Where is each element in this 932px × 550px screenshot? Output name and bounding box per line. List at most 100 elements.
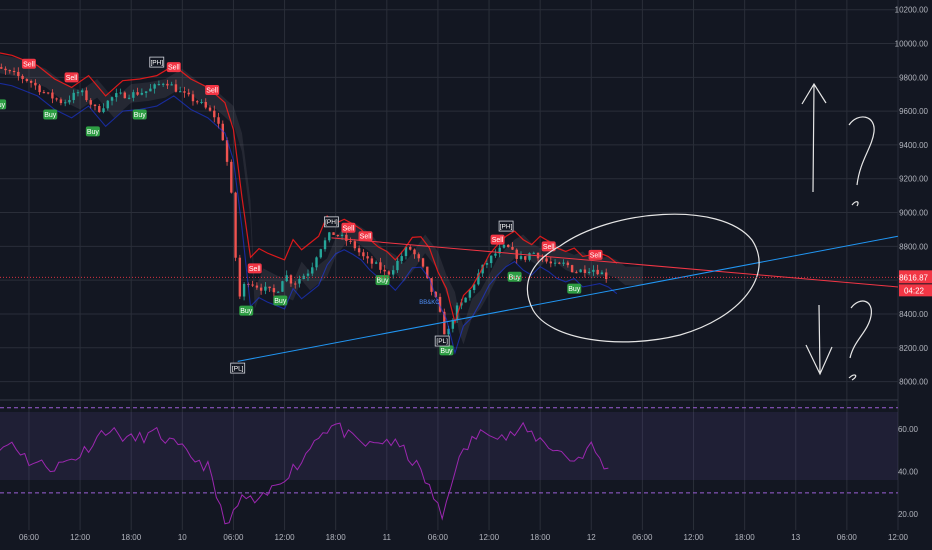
time-tick-label: 12:00 [70, 533, 91, 542]
pivot-marker: [PH] [149, 56, 165, 68]
candle-body [213, 110, 216, 118]
candle-body [357, 248, 361, 253]
candle-body [85, 90, 88, 101]
candle-body [46, 92, 50, 94]
candle-body [191, 94, 195, 102]
time-tick-label: 12:00 [888, 533, 909, 542]
candle-body [72, 92, 75, 101]
candle-body [340, 234, 344, 236]
candle-body [583, 269, 587, 273]
annotation-text: BB&KC [419, 300, 440, 306]
candle-body [29, 80, 33, 83]
candle-body [511, 246, 514, 250]
candle-body [21, 75, 24, 80]
time-tick-label: 11 [383, 533, 392, 542]
candle-body [157, 84, 161, 86]
candle-body [311, 267, 314, 274]
price-tick-label: 9600.00 [899, 107, 928, 116]
sell-signal: Sell [205, 84, 220, 95]
pivot-box [434, 335, 450, 347]
candle-body [221, 123, 224, 141]
candle-body [421, 258, 425, 267]
sell-signal-box [205, 84, 220, 95]
sell-signal-label: Sell [249, 266, 261, 273]
buy-signal-label: Buy [134, 112, 147, 119]
buy-signal-box [375, 275, 390, 286]
time-tick-label: 06:00 [632, 533, 653, 542]
candle-body [391, 270, 395, 275]
grid [0, 0, 899, 530]
candle-body [242, 283, 246, 297]
candle-body [93, 104, 97, 107]
candle-body [379, 262, 382, 270]
candle-body [81, 90, 84, 93]
last-price-value: 8616.87 [899, 273, 928, 282]
buy-signal-label: Buy [240, 308, 253, 315]
candle-body [549, 261, 553, 264]
candle-body [434, 291, 437, 297]
candle-body [383, 269, 386, 272]
sell-signal-label: Sell [543, 244, 555, 251]
candle-body [396, 260, 399, 271]
pivot-marker: [PL] [434, 335, 450, 347]
candle-body [132, 92, 135, 98]
candle-body [234, 192, 237, 258]
candle-body [447, 328, 450, 335]
candle-body [472, 284, 476, 290]
candle-body [4, 68, 7, 71]
time-tick-label: 06:00 [837, 533, 858, 542]
candle-body [183, 91, 186, 93]
candle-body [42, 92, 46, 94]
hand-drawings [526, 82, 875, 381]
candle-body [149, 88, 152, 92]
candle-body [566, 262, 570, 266]
candle-body [187, 92, 190, 95]
candle-body [498, 247, 501, 254]
candle-body [255, 285, 259, 288]
pivot-box [324, 216, 339, 228]
buy-signal-label: Buy [0, 102, 6, 109]
buy-signal: Buy [239, 305, 254, 316]
buy-signal: Buy [132, 109, 147, 120]
candle-body [34, 82, 37, 86]
sell-signal-box [166, 62, 181, 73]
candle-body [562, 262, 565, 264]
candle-body [217, 117, 220, 124]
countdown-value: 04:22 [904, 286, 925, 295]
band-upper-line [0, 52, 618, 325]
price-tick-label: 10200.00 [895, 6, 929, 15]
pivot-marker: [PH] [324, 216, 339, 228]
candle-body [12, 71, 16, 73]
candle-body [387, 271, 391, 275]
price-tick-label: 10000.00 [895, 40, 929, 49]
candle-body [17, 71, 20, 76]
price-tick-label: 9000.00 [899, 209, 928, 218]
candle-body [230, 161, 233, 193]
candle-body [259, 287, 263, 291]
pivot-marker: [PL] [230, 362, 246, 374]
candle-body [59, 99, 63, 104]
candle-body [545, 258, 548, 262]
time-tick-label: 12:00 [684, 533, 705, 542]
candle-body [404, 246, 408, 257]
candle-body [438, 296, 442, 312]
sell-signal: Sell [247, 263, 262, 274]
sell-signal-box [341, 222, 356, 233]
buy-signal-box [439, 345, 454, 356]
time-tick-label: 18:00 [326, 533, 347, 542]
candle-body [63, 102, 67, 104]
buy-signal-box [132, 109, 147, 120]
candle-body [328, 232, 331, 241]
candle-body [528, 253, 531, 260]
candle-body [294, 283, 297, 285]
time-tick-label: 13 [791, 533, 800, 542]
candle-body [0, 67, 3, 69]
candle-body [485, 263, 489, 265]
candle-body [161, 83, 165, 85]
candle-body [102, 108, 105, 113]
candle-body [464, 297, 467, 303]
candle-body [451, 319, 455, 329]
sell-signal: Sell [166, 62, 181, 73]
hand-down-arrow [805, 304, 833, 376]
